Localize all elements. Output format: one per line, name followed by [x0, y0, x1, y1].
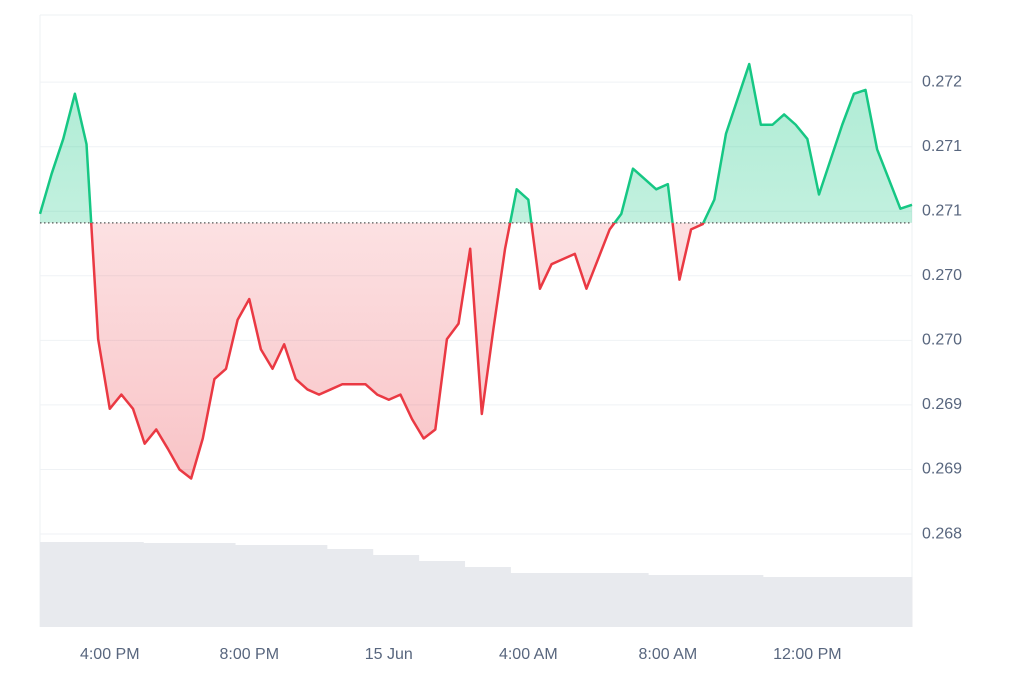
volume-bar — [705, 575, 718, 627]
volume-bar — [716, 575, 729, 627]
volume-bar — [567, 573, 580, 627]
volume-bar — [728, 575, 741, 627]
volume-bar — [671, 575, 684, 627]
volume-bar — [303, 545, 316, 627]
volume-bar — [280, 545, 293, 627]
volume-bar — [62, 542, 75, 627]
volume-bar — [900, 577, 913, 627]
y-tick-label: 0.269 — [922, 461, 962, 478]
volume-bar — [361, 549, 374, 627]
volume-bar — [131, 542, 144, 627]
x-tick-label: 4:00 AM — [499, 646, 558, 663]
volume-bar — [659, 575, 672, 627]
volume-bar — [866, 577, 879, 627]
volume-bar — [108, 542, 121, 627]
volume-bar — [487, 567, 500, 627]
price-line-up — [38, 62, 913, 223]
price-line-down — [89, 222, 705, 480]
y-tick-label: 0.268 — [922, 525, 962, 542]
x-tick-label: 15 Jun — [365, 646, 413, 663]
y-tick-label: 0.271 — [922, 202, 962, 219]
volume-bar — [476, 567, 488, 627]
volume-bar — [785, 577, 798, 627]
volume-bar — [854, 577, 867, 627]
volume-bar — [510, 573, 523, 627]
volume-bar — [212, 543, 225, 627]
volume-bar — [556, 573, 569, 627]
volume-bar — [40, 542, 52, 627]
volume-bar — [453, 561, 466, 627]
x-tick-label: 4:00 PM — [80, 646, 140, 663]
volume-bar — [521, 573, 534, 627]
volume-bar — [407, 555, 420, 627]
volume-bar — [533, 573, 546, 627]
volume-bar — [636, 573, 649, 627]
volume-bar — [154, 543, 167, 627]
volume-bar — [97, 542, 110, 627]
x-tick-label: 12:00 PM — [773, 646, 841, 663]
volume-bar — [843, 577, 856, 627]
volume-bar — [739, 575, 752, 627]
volume-bar — [292, 545, 305, 627]
area-down — [91, 222, 704, 479]
volume-bar — [315, 545, 328, 627]
volume-bar — [372, 555, 385, 627]
volume-bar — [430, 561, 443, 627]
area-up — [40, 64, 912, 223]
volume-bar — [797, 577, 810, 627]
volume-bar — [464, 567, 477, 627]
volume-bar — [166, 543, 179, 627]
volume-bar — [338, 549, 351, 627]
volume-bar — [889, 577, 902, 627]
volume-bar — [751, 575, 764, 627]
volume-bar — [395, 555, 408, 627]
volume-bar — [613, 573, 626, 627]
volume-bar — [258, 545, 270, 627]
volume-bar — [762, 577, 775, 627]
volume-bar — [51, 542, 64, 627]
volume-bar — [648, 575, 661, 627]
volume-bar — [326, 549, 339, 627]
volume-bar — [349, 549, 362, 627]
volume-bar — [269, 545, 282, 627]
y-tick-label: 0.270 — [922, 332, 962, 349]
volume-bar — [831, 577, 844, 627]
y-tick-label: 0.272 — [922, 73, 962, 90]
volume-bar — [820, 577, 833, 627]
volume-bar — [682, 575, 695, 627]
x-tick-label: 8:00 AM — [638, 646, 697, 663]
volume-bar — [418, 561, 431, 627]
volume-bar — [120, 542, 133, 627]
volume-bar — [246, 545, 259, 627]
volume-bar — [235, 545, 248, 627]
volume-bar — [200, 543, 213, 627]
volume-bar — [384, 555, 397, 627]
volume-bar — [579, 573, 592, 627]
volume-bar — [189, 543, 202, 627]
volume-bar — [590, 573, 603, 627]
volume-bar — [85, 542, 98, 627]
y-tick-label: 0.269 — [922, 396, 962, 413]
volume-bar — [625, 573, 638, 627]
volume-bar — [177, 543, 190, 627]
volume-bar — [694, 575, 706, 627]
volume-bar — [544, 573, 557, 627]
volume-bar — [74, 542, 87, 627]
y-tick-label: 0.270 — [922, 267, 962, 284]
volume-bar — [441, 561, 454, 627]
volume-bar — [498, 567, 511, 627]
volume-bar — [808, 577, 821, 627]
x-tick-label: 8:00 PM — [219, 646, 279, 663]
volume-bar — [143, 543, 156, 627]
volume-bar — [602, 573, 615, 627]
volume-bar — [223, 543, 236, 627]
volume-bar — [877, 577, 890, 627]
y-tick-label: 0.271 — [922, 138, 962, 155]
volume-bar — [774, 577, 787, 627]
